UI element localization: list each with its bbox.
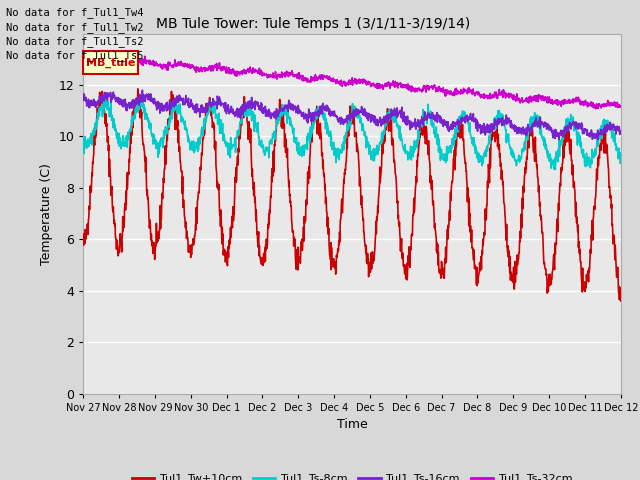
Text: No data for f_Tul1_Tw2: No data for f_Tul1_Tw2	[6, 22, 144, 33]
Text: No data for f_Tul1_Tw4: No data for f_Tul1_Tw4	[6, 7, 144, 18]
Text: No data for f_Tul1_Ts2: No data for f_Tul1_Ts2	[6, 36, 144, 47]
Text: MB Tule Tower: Tule Temps 1 (3/1/11-3/19/14): MB Tule Tower: Tule Temps 1 (3/1/11-3/19…	[156, 17, 470, 31]
X-axis label: Time: Time	[337, 418, 367, 431]
Text: MB_tule: MB_tule	[86, 58, 135, 68]
Y-axis label: Temperature (C): Temperature (C)	[40, 163, 52, 264]
Legend: Tul1_Tw+10cm, Tul1_Ts-8cm, Tul1_Ts-16cm, Tul1_Ts-32cm: Tul1_Tw+10cm, Tul1_Ts-8cm, Tul1_Ts-16cm,…	[127, 469, 577, 480]
Text: No data for f_Tul1_Ts5: No data for f_Tul1_Ts5	[6, 50, 144, 61]
